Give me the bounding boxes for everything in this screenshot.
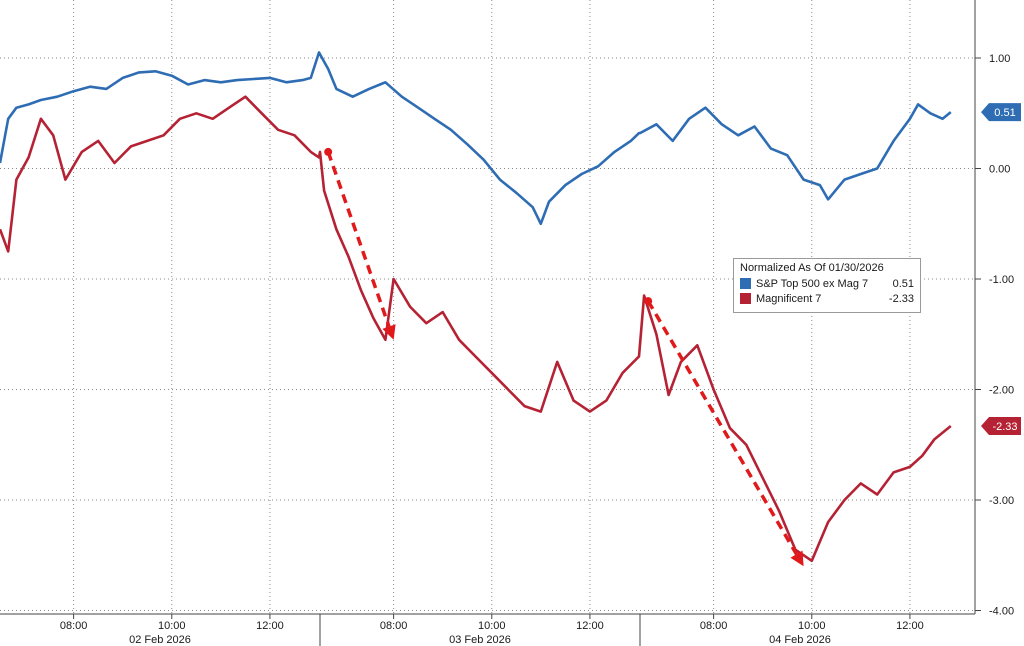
legend-swatch-mag7 [740, 293, 751, 304]
series-line-sp-ex-mag7 [0, 51, 952, 226]
last-value-labels: 0.51 -2.33 [981, 103, 1021, 435]
last-value-text: 0.51 [994, 107, 1015, 119]
x-tick-label: 08:00 [380, 620, 408, 632]
legend-value-mag7: -2.33 [888, 292, 914, 305]
legend-value-sp-ex-mag7: 0.51 [892, 277, 914, 290]
x-date-label: 04 Feb 2026 [769, 634, 831, 646]
x-date-label: 03 Feb 2026 [449, 634, 511, 646]
y-tick-label: -1.00 [989, 274, 1014, 286]
y-tick-label: -2.00 [989, 385, 1014, 397]
x-date-label: 02 Feb 2026 [129, 634, 191, 646]
legend-entry-mag7: Magnificent 7 -2.33 [740, 291, 914, 306]
series-lines [0, 51, 952, 563]
tick-labels: 1.00 0.00 -1.00 -2.00 -3.00 -4.00 08:00 10:00 12… [60, 53, 1014, 646]
y-tick-label: -4.00 [989, 606, 1014, 618]
annotation-arrows [324, 147, 804, 567]
legend-title: Normalized As Of 01/30/2026 [740, 262, 884, 274]
x-tick-label: 12:00 [576, 620, 604, 632]
last-value-tag [981, 103, 1021, 122]
annotation-arrow-head [382, 324, 396, 340]
x-tick-label: 12:00 [896, 620, 924, 632]
y-tick-label: 0.00 [989, 164, 1010, 176]
x-tick-label: 12:00 [256, 620, 284, 632]
last-value-label: -2.33 [981, 416, 1021, 435]
x-tick-label: 08:00 [60, 620, 88, 632]
y-tick-label: -3.00 [989, 495, 1014, 507]
y-tick-label: 1.00 [989, 53, 1010, 65]
legend-name-mag7: Magnificent 7 [756, 292, 822, 305]
annotation-arrow-head [790, 550, 804, 567]
annotation-arrow-line [646, 300, 799, 556]
last-value-tag [981, 416, 1021, 435]
x-tick-label: 08:00 [700, 620, 728, 632]
x-tick-label: 10:00 [158, 620, 186, 632]
legend-entry-sp-ex-mag7: S&P Top 500 ex Mag 7 0.51 [740, 276, 914, 291]
last-value-label: 0.51 [981, 103, 1021, 122]
legend: Normalized As Of 01/30/2026 S&P Top 500 … [733, 258, 921, 313]
last-value-text: -2.33 [992, 421, 1017, 433]
x-tick-label: 10:00 [798, 620, 826, 632]
axes [0, 0, 981, 646]
series-line-mag7 [0, 95, 952, 563]
x-tick-label: 10:00 [478, 620, 506, 632]
legend-swatch-sp-ex-mag7 [740, 278, 751, 289]
legend-name-sp-ex-mag7: S&P Top 500 ex Mag 7 [756, 277, 869, 290]
annotation-arrow-line [326, 151, 391, 328]
